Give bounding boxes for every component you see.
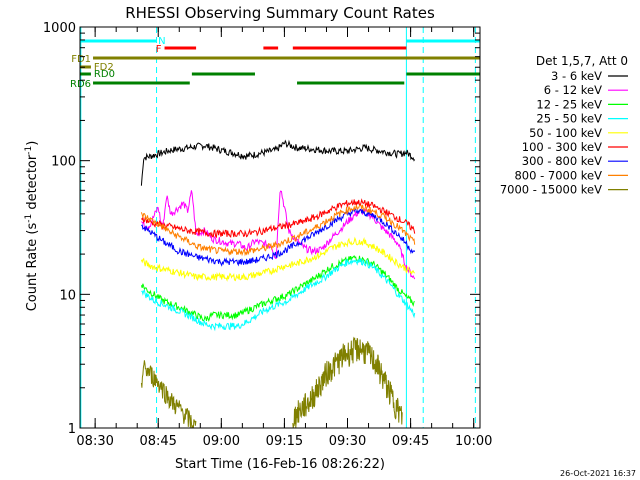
legend-label-4: 50 - 100 keV [529, 126, 602, 140]
state-label-f: F [156, 44, 162, 55]
x-tick-label-5: 09:45 [392, 434, 429, 449]
series-line-1 [141, 190, 416, 280]
state-label-fd2: FD2 [94, 62, 114, 73]
series-line-0 [140, 139, 416, 186]
y-tick-label-2: 100 [51, 155, 76, 170]
x-tick-label-2: 09:00 [203, 434, 240, 449]
chart-title: RHESSI Observing Summary Count Rates [125, 4, 435, 22]
series-line-3 [141, 258, 416, 332]
y-tick-label-0: 1 [68, 422, 76, 437]
x-tick-label-1: 08:45 [139, 434, 176, 449]
y-axis-label-part1: Count Rate (s [25, 223, 40, 312]
legend-label-0: 3 - 6 keV [551, 69, 602, 83]
x-tick-label-4: 09:30 [329, 434, 366, 449]
legend-label-8: 7000 - 15000 keV [500, 183, 602, 197]
state-label-rd0: RD0 [94, 69, 115, 80]
y-axis-label-sup2: -1 [24, 146, 34, 155]
state-label-n: N [158, 36, 165, 47]
y-axis-label: Count Rate (s-1 detector-1) [24, 141, 40, 312]
timestamp: 26-Oct-2021 16:37 [560, 469, 636, 478]
legend-header: Det 1,5,7, Att 0 [536, 54, 628, 68]
y-tick-label-3: 1000 [43, 21, 76, 36]
series-line-7 [140, 204, 416, 257]
x-axis-label: Start Time (16-Feb-16 08:26:22) [175, 457, 385, 472]
legend-label-2: 12 - 25 keV [536, 97, 602, 111]
state-label-fd1: FD1 [71, 54, 91, 65]
y-axis-label-part2: detector [25, 154, 40, 214]
legend-label-1: 6 - 12 keV [544, 83, 602, 97]
x-tick-label-3: 09:15 [266, 434, 303, 449]
series-line-5 [140, 198, 416, 239]
legend-label-3: 25 - 50 keV [536, 112, 602, 126]
x-tick-label-0: 08:30 [76, 434, 113, 449]
series-line-8 [140, 360, 197, 429]
x-tick-label-6: 10:00 [455, 434, 492, 449]
legend-label-5: 100 - 300 keV [522, 140, 602, 154]
series-line-4 [140, 236, 415, 282]
series-line-2 [140, 255, 415, 323]
legend-label-7: 800 - 7000 keV [514, 168, 602, 182]
plot-frame [79, 26, 481, 429]
series-line-8-b [292, 336, 403, 429]
y-axis-label-sup1: -1 [24, 214, 34, 223]
state-label-rd6: RD6 [70, 79, 91, 90]
y-tick-label-1: 10 [59, 288, 76, 303]
legend-label-6: 300 - 800 keV [522, 154, 602, 168]
y-axis-label-part3: ) [25, 141, 40, 146]
